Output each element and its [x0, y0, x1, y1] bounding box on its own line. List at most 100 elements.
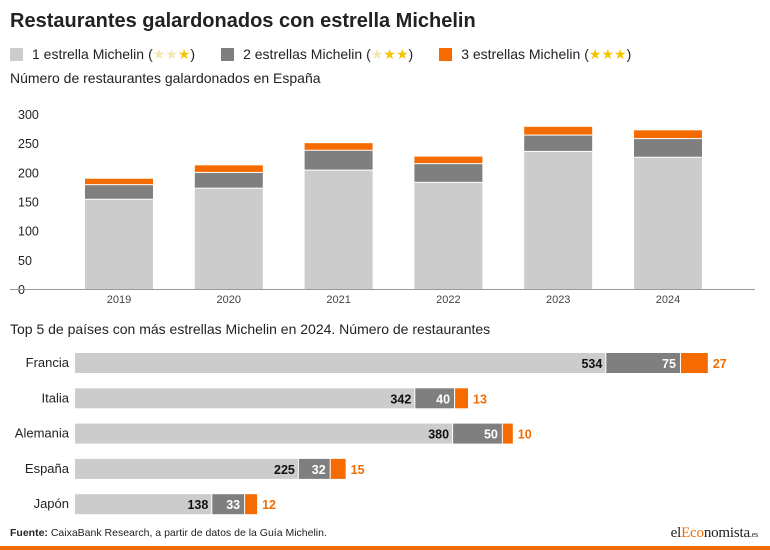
x-tick-label: 2020 — [217, 294, 241, 306]
star-icon: ★ — [395, 45, 409, 62]
x-tick-label: 2022 — [436, 294, 460, 306]
y-tick-label: 50 — [18, 254, 32, 268]
star-icon: ★ — [370, 45, 384, 62]
bar-2020-1-star — [194, 188, 263, 289]
x-tick-label: 2019 — [107, 294, 131, 306]
bar-Alemania-1-star — [75, 423, 453, 444]
data-label: 15 — [351, 463, 365, 477]
country-label: España — [25, 461, 70, 476]
bar-Alemania-2-stars — [453, 423, 502, 444]
x-tick-label: 2021 — [326, 294, 350, 306]
bar-2024-2-stars — [634, 139, 702, 157]
bar-Alemania-3-stars — [502, 423, 513, 444]
star-icon: ★ — [152, 45, 166, 62]
data-label: 10 — [518, 428, 532, 442]
legend-item-1-star: 1 estrella Michelin (★★★) — [10, 46, 195, 63]
logo-part: nomista — [703, 525, 750, 541]
y-tick-label: 100 — [18, 225, 39, 239]
legend-item-3-star: 3 estrellas Michelin (★★★) — [439, 46, 631, 63]
country-label: Italia — [42, 390, 70, 405]
data-label: 225 — [274, 463, 295, 477]
data-label: 138 — [187, 498, 208, 512]
x-tick-label: 2023 — [546, 294, 570, 306]
legend-swatch-3-star — [439, 47, 453, 61]
logo-part: el — [670, 525, 682, 541]
bar-2019-2-stars — [85, 185, 153, 199]
bar-2023-3-stars — [524, 126, 593, 135]
logo-part: Eco — [681, 525, 704, 541]
data-label: 27 — [713, 357, 727, 371]
bar-Italia-3-stars — [455, 388, 469, 409]
bar-2021-2-stars — [304, 150, 373, 170]
source-note: Fuente: CaixaBank Research, a partir de … — [10, 527, 327, 539]
bar-Italia-1-star — [75, 388, 415, 409]
legend-label-3-star: 3 estrellas Michelin — [461, 46, 581, 62]
star-icon: ★ — [165, 45, 178, 62]
bar-Francia-3-stars — [680, 353, 708, 373]
data-label: 380 — [428, 428, 449, 442]
data-label: 50 — [484, 428, 498, 442]
source-label: Fuente: — [10, 527, 48, 539]
legend-swatch-1-star — [10, 47, 23, 61]
country-label: Japón — [34, 496, 69, 511]
data-label: 534 — [581, 357, 602, 371]
star-icon: ★ — [601, 45, 615, 62]
data-label: 32 — [312, 463, 326, 477]
bar-Japón-2-stars — [212, 494, 245, 515]
star-icon: ★ — [383, 45, 396, 62]
legend-stars-1: (★★★) — [148, 45, 196, 62]
legend-label-2-star: 2 estrellas Michelin — [243, 46, 363, 62]
bar-2019-3-stars — [85, 178, 153, 185]
data-label: 40 — [436, 392, 450, 406]
bar-2021-1-star — [304, 170, 373, 289]
bar-2020-2-stars — [194, 172, 263, 188]
bar-2019-1-star — [85, 199, 153, 289]
data-label: 12 — [262, 498, 276, 512]
legend-label-1-star: 1 estrella Michelin — [32, 46, 145, 62]
x-tick-label: 2024 — [656, 294, 680, 306]
legend-item-2-star: 2 estrellas Michelin (★★★) — [221, 46, 413, 63]
bar-España-1-star — [75, 458, 298, 479]
data-label: 13 — [473, 392, 487, 406]
logo-part: .es — [749, 530, 758, 539]
bar-Francia-2-stars — [606, 353, 680, 373]
bar-2022-2-stars — [414, 164, 483, 182]
data-label: 33 — [226, 498, 240, 512]
countries-horizontal-bar-chart: Francia 534 75 27 Italia 342 40 13 Alemania 380 50… — [15, 353, 727, 515]
bar-Italia-2-stars — [415, 388, 455, 409]
y-tick-label: 250 — [18, 137, 39, 151]
bar-Japón-1-star — [75, 494, 212, 515]
chart-title: Restaurantes galardonados con estrella M… — [10, 10, 476, 32]
data-label: 342 — [390, 392, 411, 406]
bar-2023-2-stars — [524, 135, 593, 151]
bar-2022-3-stars — [414, 156, 483, 164]
bar-Japón-3-stars — [245, 494, 258, 515]
country-label: Alemania — [15, 426, 70, 441]
bar-2021-3-stars — [304, 143, 373, 150]
chart1-subtitle: Número de restaurantes galardonados en E… — [10, 70, 321, 86]
legend: 1 estrella Michelin (★★★) 2 estrellas Mi… — [10, 44, 657, 64]
country-label: Francia — [26, 355, 70, 370]
bar-Francia-1-star — [75, 353, 606, 373]
eleconomista-logo: elEconomista.es — [670, 525, 759, 542]
spain-stacked-bar-chart: 0501001502002503002019202020212022202320… — [10, 108, 755, 306]
bar-2024-1-star — [634, 157, 702, 289]
bar-España-2-stars — [298, 458, 330, 479]
chart2-subtitle: Top 5 de países con más estrellas Michel… — [10, 321, 491, 337]
bar-2020-3-stars — [194, 165, 263, 172]
source-text: CaixaBank Research, a partir de datos de… — [47, 527, 327, 539]
y-tick-label: 300 — [18, 108, 39, 122]
star-icon: ★ — [588, 45, 602, 62]
bar-2022-1-star — [414, 182, 483, 289]
y-tick-label: 150 — [18, 196, 39, 210]
bar-2023-1-star — [524, 151, 593, 289]
data-label: 75 — [662, 357, 676, 371]
bar-España-3-stars — [330, 458, 346, 479]
legend-stars-3: (★★★) — [584, 45, 632, 62]
star-icon: ★ — [177, 45, 191, 62]
legend-swatch-2-star — [221, 47, 235, 61]
star-icon: ★ — [614, 45, 627, 62]
bottom-accent-bar — [0, 546, 770, 550]
bar-2024-3-stars — [634, 130, 702, 139]
y-tick-label: 200 — [18, 166, 39, 180]
